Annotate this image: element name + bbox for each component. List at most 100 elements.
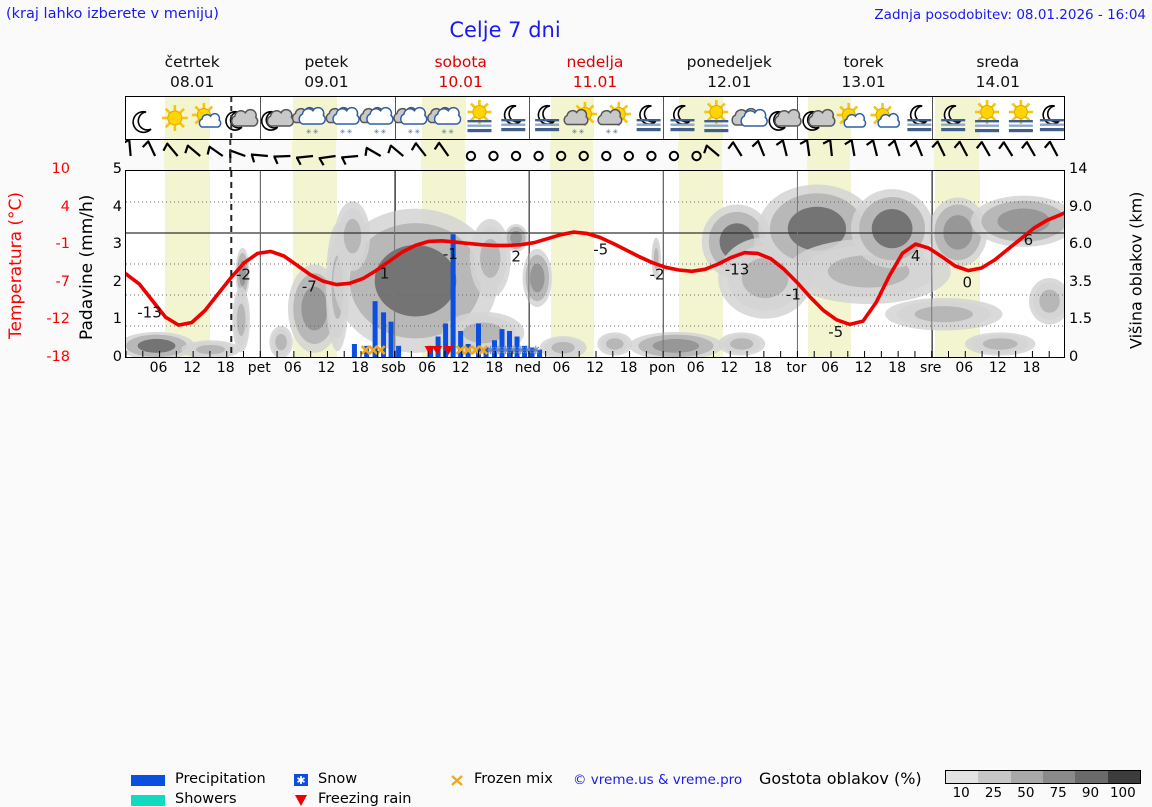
- day-date: 10.01: [394, 72, 528, 92]
- weather-icon-cloud-snow-8: ✳✳: [394, 108, 427, 136]
- day-name: četrtek: [125, 52, 259, 72]
- wind-barb-2: [163, 143, 177, 156]
- wind-barb-29: [776, 140, 786, 156]
- weather-icon-moon-fog-23: [907, 106, 931, 131]
- wind-barb-31: [823, 140, 832, 156]
- hour-label-5: 12: [318, 360, 336, 376]
- wind-barb-9: [319, 156, 336, 165]
- wind-barb-8: [296, 156, 313, 165]
- showers-swatch: [131, 795, 165, 806]
- freezing-rain-icon: [293, 793, 309, 807]
- wind-barb-1: [143, 141, 155, 156]
- precip-bar-5: [396, 346, 401, 357]
- svg-text:✳: ✳: [572, 128, 578, 136]
- cloud-tick-0: 14: [1069, 161, 1087, 177]
- page-title: Celje 7 dni: [0, 18, 1010, 42]
- wind-barb-20: [580, 152, 588, 160]
- cloud-scale-label-1: 25: [985, 785, 1002, 801]
- hour-label-21: 12: [855, 360, 873, 376]
- wind-barb-38: [977, 141, 990, 156]
- weather-icon-cloud-snow-6: ✳✳: [326, 108, 359, 136]
- hour-label-2: 18: [217, 360, 235, 376]
- bottom-ticks-layer: [126, 351, 1065, 357]
- copyright-link[interactable]: © vreme.us & vreme.pro: [573, 772, 742, 788]
- precip-bar-4: [389, 322, 394, 357]
- day-name: sobota: [394, 52, 528, 72]
- hour-label-12: 06: [553, 360, 571, 376]
- wind-barb-22: [625, 152, 633, 160]
- cloud-blob-core-3: [237, 304, 246, 336]
- cloud-blob-core-13: [551, 342, 574, 354]
- temp-tick-2: -1: [28, 236, 70, 252]
- cloud-blob-core-24: [943, 215, 972, 250]
- day-date: 08.01: [125, 72, 259, 92]
- weather-icon-cloud-snow-5: ✳✳: [293, 108, 326, 136]
- temperature-label-9: -1: [786, 286, 801, 304]
- precip-tick-3: 2: [96, 274, 122, 290]
- svg-text:✳: ✳: [448, 128, 454, 136]
- weather-icon-moon-cloudy-4: [262, 110, 294, 131]
- precip-tick-1: 4: [96, 199, 122, 215]
- temp-tick-0: 10: [28, 161, 70, 177]
- svg-text:✳: ✳: [373, 128, 379, 136]
- svg-text:✳: ✳: [441, 128, 447, 136]
- day-name: nedelja: [528, 52, 662, 72]
- last-update-label: Zadnja posodobitev: 08.01.2026 - 16:04: [874, 7, 1146, 23]
- temperature-label-5: 2: [511, 248, 521, 266]
- temperature-label-12: 0: [963, 274, 973, 292]
- temperature-label-2: -7: [302, 278, 317, 296]
- weather-icon-sun-cloud-snow-13: ✳✳: [564, 102, 597, 136]
- wind-barb-17: [512, 152, 520, 160]
- svg-text:✳: ✳: [340, 128, 346, 136]
- svg-text:✳: ✳: [579, 128, 585, 136]
- wind-barb-5: [229, 150, 245, 158]
- temperature-label-7: -2: [650, 266, 665, 284]
- weather-icon-sun-fog-25: [975, 100, 999, 132]
- weather-icon-moon-cloudy-20: [803, 110, 835, 131]
- weather-icon-sun-fog-17: [704, 100, 728, 132]
- svg-text:✳: ✳: [605, 128, 611, 136]
- cloud-tick-3: 3.5: [1069, 274, 1092, 290]
- cloud-scale-label-0: 10: [953, 785, 970, 801]
- wind-barb-14: [435, 142, 449, 156]
- hour-label-13: 12: [586, 360, 604, 376]
- hour-label-9: 12: [452, 360, 470, 376]
- hour-label-14: 18: [620, 360, 638, 376]
- wind-barb-24: [670, 152, 678, 160]
- cloud-scale-label-3: 75: [1050, 785, 1067, 801]
- cloud-blob-core-4: [275, 334, 287, 350]
- cloud-height-axis-title: Višina oblakov (km): [1123, 170, 1149, 370]
- hour-label-3: pet: [248, 360, 271, 376]
- weather-icon-cloud-cloudy-18: [732, 109, 767, 126]
- hour-label-15: pon: [649, 360, 675, 376]
- temperature-label-6: -5: [593, 240, 608, 258]
- svg-text:✳: ✳: [347, 128, 353, 136]
- weather-icon-cloud-snow-7: ✳✳: [360, 108, 393, 136]
- hour-label-11: ned: [515, 360, 541, 376]
- precip-marker-snow-16: ✳: [531, 344, 540, 357]
- wind-barb-41: [1045, 141, 1058, 156]
- temperature-label-4: -1: [443, 245, 458, 263]
- hour-label-0: 06: [150, 360, 168, 376]
- cloud-scale-step-2: [1011, 771, 1043, 783]
- hour-label-22: 18: [888, 360, 906, 376]
- wind-barb-6: [251, 155, 268, 163]
- hour-label-8: 06: [418, 360, 436, 376]
- weather-icon-cloud-snow-9: ✳✳: [428, 108, 461, 136]
- cloud-scale-label-5: 100: [1110, 785, 1136, 801]
- cloud-blob-core-15: [653, 339, 700, 353]
- svg-text:✱: ✱: [296, 774, 305, 787]
- cloud-scale-label-2: 50: [1017, 785, 1034, 801]
- cloud-scale-step-0: [946, 771, 978, 783]
- temp-tick-3: -7: [28, 274, 70, 290]
- cloud-scale-step-3: [1043, 771, 1075, 783]
- hour-label-10: 18: [485, 360, 503, 376]
- cloud-blob-core-23: [915, 306, 973, 322]
